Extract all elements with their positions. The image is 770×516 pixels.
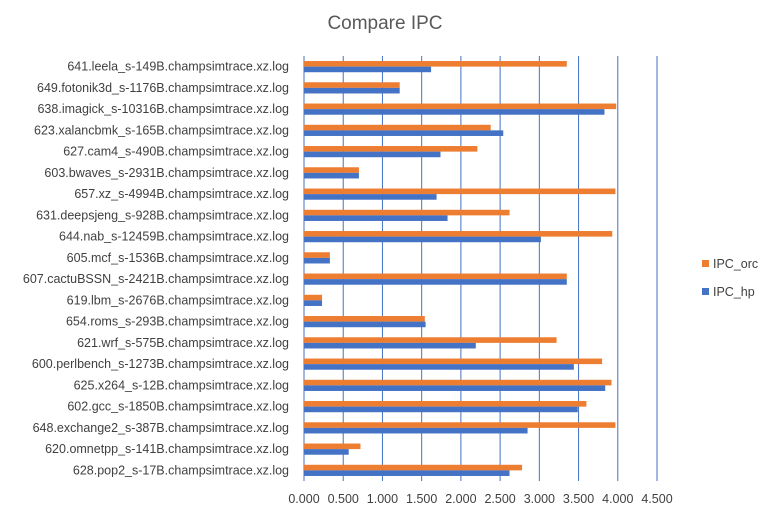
category-label: 621.wrf_s-575B.champsimtrace.xz.log: [77, 336, 289, 350]
x-tick-label: 3.000: [524, 492, 555, 506]
bar-ipc-hp: [304, 406, 578, 413]
chart-title: Compare IPC: [327, 13, 442, 34]
category-label: 625.x264_s-12B.champsimtrace.xz.log: [74, 378, 289, 392]
bar-ipc-orc: [304, 464, 523, 471]
bars: [304, 61, 617, 476]
bar-ipc-hp: [304, 279, 567, 285]
category-label: 603.bwaves_s-2931B.champsimtrace.xz.log: [44, 166, 289, 180]
category-label: 654.roms_s-293B.champsimtrace.xz.log: [66, 315, 289, 329]
legend-swatch: [702, 288, 709, 295]
bar-ipc-hp: [304, 130, 504, 136]
x-tick-label: 2.500: [484, 492, 515, 506]
bar-ipc-orc: [304, 358, 603, 365]
x-tick-label: 1.500: [406, 492, 437, 506]
bar-ipc-orc: [304, 124, 491, 131]
x-tick-label: 2.000: [445, 492, 476, 506]
bar-ipc-hp: [304, 321, 426, 328]
bar-ipc-orc: [304, 273, 567, 280]
category-label: 641.leela_s-149B.champsimtrace.xz.log: [67, 60, 289, 74]
bar-ipc-orc: [304, 188, 616, 195]
bar-ipc-hp: [304, 172, 359, 179]
bar-ipc-orc: [304, 252, 330, 258]
bar-ipc-hp: [304, 257, 330, 264]
legend-label: IPC_orc: [713, 257, 758, 271]
category-label: 648.exchange2_s-387B.champsimtrace.xz.lo…: [33, 421, 289, 435]
bar-ipc-orc: [304, 146, 478, 152]
bar-ipc-hp: [304, 66, 432, 73]
bar-ipc-orc: [304, 422, 616, 428]
bar-ipc-hp: [304, 215, 448, 221]
bar-ipc-hp: [304, 236, 541, 243]
category-labels: 641.leela_s-149B.champsimtrace.xz.log 649…: [23, 60, 289, 478]
x-tick-labels: 0.000 0.500 1.000 1.500 2.000 2.500 3.000 3.500…: [288, 492, 672, 506]
bar-ipc-hp: [304, 449, 349, 455]
legend: IPC_orc IPC_hp: [702, 257, 758, 299]
category-label: 623.xalancbmk_s-165B.champsimtrace.xz.lo…: [34, 123, 289, 137]
category-label: 638.imagick_s-10316B.champsimtrace.xz.lo…: [37, 102, 289, 116]
x-tick-label: 3.500: [563, 492, 594, 506]
bar-ipc-orc: [304, 401, 587, 407]
bar-ipc-orc: [304, 167, 359, 173]
x-tick-label: 1.000: [367, 492, 398, 506]
bar-ipc-hp: [304, 87, 400, 94]
bar-ipc-hp: [304, 427, 528, 434]
category-label: 628.pop2_s-17B.champsimtrace.xz.log: [73, 463, 289, 477]
category-label: 602.gcc_s-1850B.champsimtrace.xz.log: [67, 400, 289, 414]
bar-ipc-orc: [304, 231, 613, 237]
x-tick-label: 0.000: [288, 492, 319, 506]
x-tick-label: 4.000: [602, 492, 633, 506]
legend-label: IPC_hp: [713, 285, 755, 299]
bar-ipc-orc: [304, 82, 400, 88]
category-label: 605.mcf_s-1536B.champsimtrace.xz.log: [67, 251, 289, 265]
bar-ipc-hp: [304, 300, 323, 306]
category-label: 644.nab_s-12459B.champsimtrace.xz.log: [59, 230, 289, 244]
legend-swatch: [702, 260, 709, 267]
category-label: 620.omnetpp_s-141B.champsimtrace.xz.log: [45, 442, 289, 456]
category-label: 649.fotonik3d_s-1176B.champsimtrace.xz.l…: [37, 81, 289, 95]
category-label: 627.cam4_s-490B.champsimtrace.xz.log: [63, 145, 289, 159]
bar-ipc-orc: [304, 443, 361, 450]
category-label: 619.lbm_s-2676B.champsimtrace.xz.log: [67, 293, 289, 307]
bar-ipc-hp: [304, 194, 437, 200]
bar-ipc-orc: [304, 61, 567, 67]
category-label: 657.xz_s-4994B.champsimtrace.xz.log: [74, 187, 289, 201]
x-tick-label: 4.500: [641, 492, 672, 506]
bar-ipc-orc: [304, 337, 557, 343]
bar-ipc-orc: [304, 209, 510, 216]
category-label: 600.perlbench_s-1273B.champsimtrace.xz.l…: [32, 357, 289, 371]
gridlines: [303, 56, 658, 481]
bar-ipc-hp: [304, 342, 476, 349]
bar-ipc-orc: [304, 379, 612, 386]
bar-ipc-orc: [304, 103, 617, 110]
bar-ipc-hp: [304, 364, 574, 370]
category-label: 631.deepsjeng_s-928B.champsimtrace.xz.lo…: [36, 208, 289, 222]
bar-ipc-hp: [304, 385, 606, 391]
bar-ipc-orc: [304, 294, 323, 301]
x-tick-label: 0.500: [328, 492, 359, 506]
category-label: 607.cactuBSSN_s-2421B.champsimtrace.xz.l…: [23, 272, 289, 286]
bar-ipc-hp: [304, 151, 441, 158]
bar-ipc-orc: [304, 316, 425, 322]
bar-ipc-hp: [304, 470, 510, 476]
bar-ipc-hp: [304, 109, 605, 115]
